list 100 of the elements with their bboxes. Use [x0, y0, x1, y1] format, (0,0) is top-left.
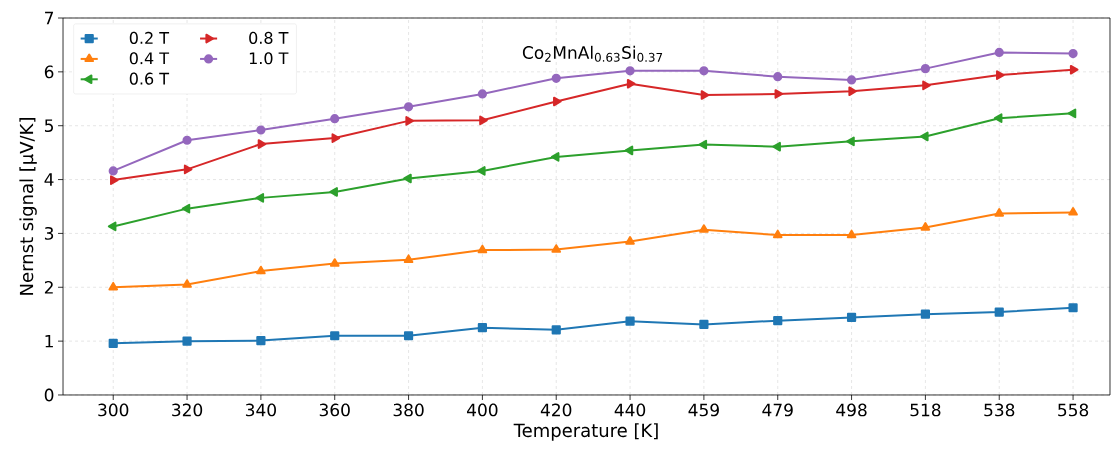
point	[1067, 108, 1077, 119]
point	[330, 331, 340, 341]
point	[330, 114, 340, 124]
legend-label: 0.8 T	[249, 31, 289, 44]
x-tick-label: 300	[98, 403, 129, 417]
x-tick-label: 400	[467, 403, 498, 417]
point	[774, 89, 784, 99]
point	[920, 131, 929, 142]
point	[846, 312, 857, 323]
point	[255, 193, 265, 203]
x-tick-label: 479	[762, 403, 793, 417]
x-tick-label: 420	[540, 403, 572, 417]
point	[181, 203, 191, 214]
point	[403, 331, 414, 341]
legend-label: 0.4 T	[129, 52, 170, 65]
point	[477, 323, 487, 333]
y-tick-label: 7	[45, 11, 54, 25]
point	[403, 173, 412, 184]
point	[846, 75, 857, 85]
x-tick-label: 558	[1058, 403, 1089, 417]
y-tick-label: 0	[44, 388, 54, 402]
point	[329, 258, 340, 267]
legend-label: 0.6 T	[129, 72, 170, 85]
point	[257, 139, 267, 149]
point	[993, 113, 1003, 123]
point	[772, 141, 781, 152]
x-tick-label: 360	[319, 403, 350, 417]
point	[846, 229, 857, 239]
x-tick-label: 518	[910, 403, 941, 417]
point	[550, 152, 560, 162]
x-tick-label: 538	[984, 403, 1015, 417]
point	[403, 102, 414, 112]
y-tick-label: 3	[44, 226, 54, 240]
x-tick-label: 340	[245, 403, 276, 417]
point	[108, 166, 118, 176]
point	[331, 133, 341, 143]
point	[107, 221, 117, 232]
point	[920, 222, 931, 231]
point	[625, 66, 635, 76]
point	[624, 145, 634, 156]
point	[698, 139, 708, 150]
y-tick-label: 4	[44, 173, 54, 186]
point	[256, 335, 266, 346]
x-tick-label: 380	[393, 403, 424, 417]
point	[994, 47, 1004, 58]
legend-label: 1.0 T	[249, 52, 289, 65]
point	[1068, 303, 1078, 313]
point	[551, 73, 561, 83]
point	[773, 72, 783, 82]
point	[1068, 207, 1078, 216]
point	[920, 64, 931, 74]
point	[922, 80, 931, 91]
point	[329, 187, 338, 197]
point	[477, 166, 486, 176]
point	[108, 281, 119, 291]
y-tick-label: 5	[44, 119, 53, 133]
point	[846, 136, 855, 147]
point	[182, 135, 192, 145]
point	[699, 224, 709, 233]
point	[182, 336, 192, 346]
y-axis-title: Nernst signal [µV/K]	[19, 118, 37, 295]
point	[108, 338, 118, 348]
point	[700, 90, 710, 100]
point	[551, 244, 562, 253]
point	[625, 316, 635, 326]
legend-label: 0.2 T	[129, 31, 170, 44]
point	[625, 236, 635, 245]
x-tick-label: 498	[836, 403, 867, 417]
y-tick-label: 6	[44, 65, 54, 79]
point	[551, 325, 561, 335]
point	[110, 175, 119, 185]
point	[405, 116, 414, 126]
point	[626, 78, 636, 89]
point	[479, 115, 488, 126]
point	[994, 208, 1005, 217]
y-tick-label: 1	[45, 334, 53, 348]
point	[477, 244, 488, 254]
point	[772, 229, 783, 239]
x-axis-title: Temperature [K]	[513, 423, 658, 441]
point	[848, 86, 857, 97]
point	[256, 265, 266, 275]
point	[477, 89, 487, 99]
point	[182, 279, 192, 288]
point	[699, 319, 709, 330]
x-tick-label: 320	[172, 403, 203, 417]
point	[183, 164, 193, 175]
x-tick-label: 459	[688, 403, 719, 417]
point	[699, 66, 709, 76]
point	[553, 96, 562, 107]
point	[920, 309, 931, 319]
y-tick-label: 2	[44, 280, 53, 294]
point	[1068, 48, 1078, 59]
annotation: Co$_{2}$MnAl$_{0.63}$Si$_{0.37}$	[522, 45, 663, 62]
x-tick-label: 440	[614, 403, 646, 417]
point	[403, 254, 414, 264]
point	[1069, 64, 1079, 75]
point	[996, 70, 1005, 80]
point	[994, 307, 1004, 317]
point	[773, 316, 783, 326]
point	[256, 125, 266, 135]
